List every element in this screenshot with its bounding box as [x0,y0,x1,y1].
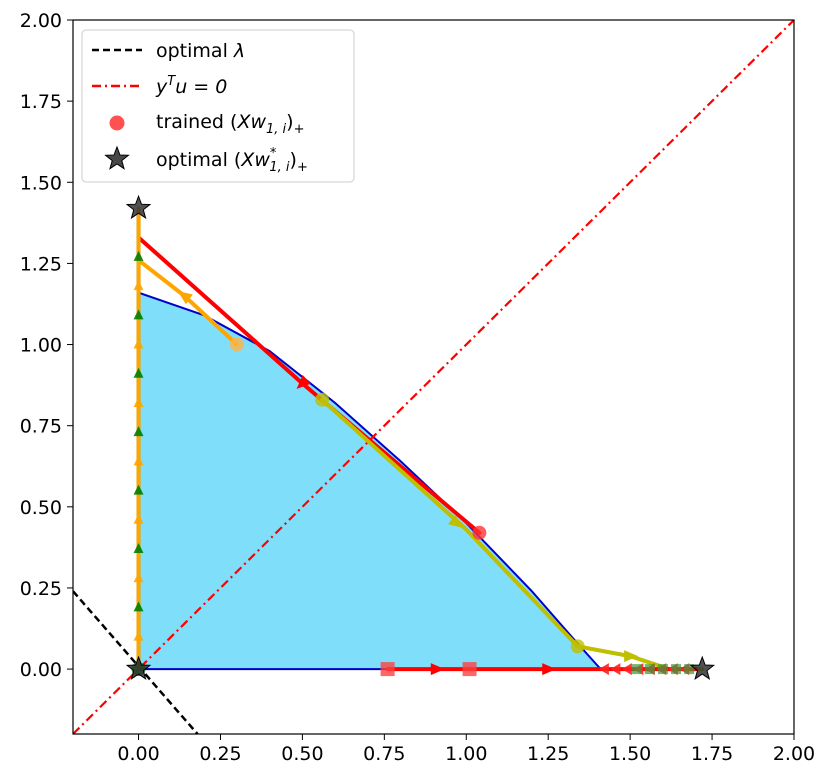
y-tick-label: 0.00 [20,659,62,681]
trained-point-1 [229,337,244,352]
arrow-marker-2 [448,514,463,528]
x-tick-label: 0.25 [199,743,241,765]
legend-math-part: λ [233,40,245,62]
trajectory-left-arrow-marker [610,663,621,676]
y-tick-label: 0.75 [20,416,62,438]
y-tick-label: 1.75 [20,91,62,113]
optimal-star-1 [689,655,716,680]
trajectory-triangle-marker [133,426,144,437]
trajectory-triangle-marker [133,513,144,524]
legend-frame [81,29,355,183]
legend-text-part: ) [290,149,297,171]
legend-sub: 1, i [269,160,290,175]
y-tick-label: 1.00 [20,335,62,357]
x-tick-label: 1.50 [609,743,651,765]
legend-text-part: optimal [156,40,234,62]
arrow-marker-4 [430,663,445,676]
y-tick-label: 1.25 [20,253,62,275]
optimal-star-0 [125,194,152,220]
trajectory-triangle-marker [133,601,144,612]
x-tick-label: 2.00 [773,743,815,765]
trajectory-triangle-marker [133,396,144,407]
trajectory-triangle-marker [133,280,144,291]
trajectory-triangle-marker [133,543,144,554]
legend-math-part: u = 0 [175,76,227,98]
trajectory-square-marker [631,664,642,675]
trajectory-square-marker [644,664,655,675]
x-tick-label: 1.75 [691,743,733,765]
x-tick-label: 1.25 [527,743,569,765]
arrow-marker-5 [542,663,557,676]
trajectory-left-arrow-marker [598,663,609,676]
legend-sub: + [297,160,308,175]
optimal-star-2 [125,655,152,680]
legend-sub: 1, i [266,122,287,137]
trajectory-triangle-marker [133,338,144,349]
legend-math-part: Xw [240,149,270,171]
legend-label-trained: trained (Xw1, i)+ [156,111,304,137]
trajectory-triangle-marker [133,309,144,320]
optimal-lambda-line [73,590,199,734]
y-tick-label: 0.25 [20,578,62,600]
trajectory-square-marker [684,664,695,675]
y-tick-label: 1.50 [20,172,62,194]
legend-math-part: y [155,76,168,98]
x-tick-label: 0.00 [117,743,159,765]
x-tick-label: 0.75 [363,743,405,765]
legend-swatch-optimal-star [104,145,130,170]
trajectory-square-marker [657,664,668,675]
x-tick-label: 1.00 [445,743,487,765]
legend-sup: * [270,146,277,161]
square-marker-1 [462,662,477,677]
legend-text-part: trained ( [156,111,237,133]
legend-text-part: optimal ( [156,149,241,171]
legend-math-part: Xw [236,111,266,133]
trajectory-triangle-marker [133,630,144,641]
legend-label-optimal: optimal (Xw* 1, i)+ [156,146,308,175]
x-tick-label: 0.50 [281,743,323,765]
legend-sup: T [167,74,176,89]
trajectory-triangle-marker [133,484,144,495]
square-marker-0 [380,662,395,677]
arrow-marker-0 [296,375,311,389]
ytu-zero-line [73,20,794,734]
y-tick-label: 0.50 [20,497,62,519]
legend-label-ytu: yTu = 0 [155,74,227,98]
legend-sub: + [294,122,305,137]
trained-point-2 [315,392,330,407]
plot-frame [72,19,795,735]
trajectory-square-marker [671,664,682,675]
y-tick-label: 2.00 [20,10,62,32]
trained-point-0 [472,525,487,540]
legend-text-part: ) [286,111,293,133]
legend-swatch-trained [109,115,125,131]
arrow-marker-3 [624,650,639,663]
trained-point-3 [570,639,585,654]
trajectory-triangle-marker [133,367,144,378]
trajectory-left-arrow-marker [621,663,632,676]
legend: optimal λ yTu = 0 trained (Xw1, i)+ opti… [81,29,355,183]
trajectory-triangle-marker [133,572,144,583]
legend-label-optimal-lambda: optimal λ [156,40,245,62]
arrow-marker-1 [177,291,193,305]
trajectory-triangle-marker [133,455,144,466]
trajectory-triangle-marker [133,250,144,261]
